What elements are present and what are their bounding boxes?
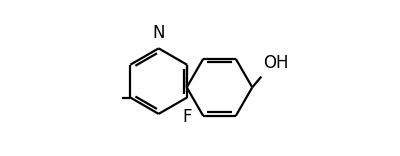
Text: F: F bbox=[182, 108, 192, 126]
Text: N: N bbox=[152, 24, 165, 42]
Text: OH: OH bbox=[264, 54, 289, 72]
